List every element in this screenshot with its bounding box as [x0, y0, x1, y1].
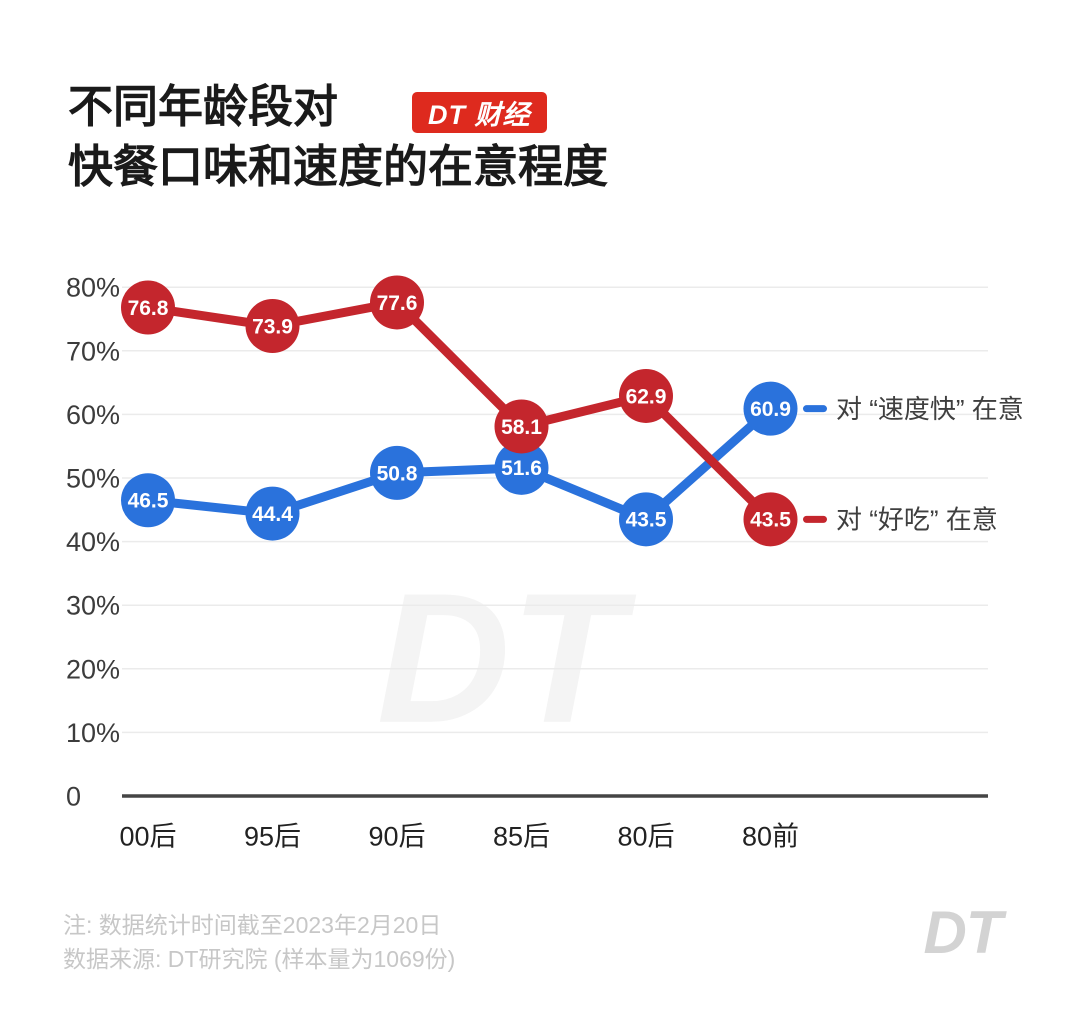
data-point-label: 76.8 — [128, 297, 169, 320]
dt-caijing-badge-label: DT 财经 — [428, 100, 531, 130]
data-point — [743, 381, 798, 436]
page-title-line1: 不同年龄段对 — [68, 81, 339, 132]
y-tick-label: 50% — [66, 463, 120, 493]
y-tick-label: 20% — [66, 654, 120, 684]
dt-caijing-badge: DT 财经 — [412, 92, 547, 133]
x-category-label: 95后 — [244, 821, 301, 851]
data-point-label: 51.6 — [501, 457, 542, 480]
x-category-label: 00后 — [119, 821, 176, 851]
x-category-label: 80后 — [617, 821, 674, 851]
data-point-label: 60.9 — [750, 398, 791, 421]
data-point-label: 44.4 — [252, 503, 293, 526]
data-point-label: 73.9 — [252, 315, 293, 338]
y-tick-label: 70% — [66, 336, 120, 366]
data-point-label: 50.8 — [377, 462, 418, 485]
data-point-label: 46.5 — [128, 490, 169, 513]
x-category-label: 90后 — [368, 821, 425, 851]
legend-label: 对 “速度快” 在意 — [836, 394, 1024, 424]
data-point-label: 62.9 — [626, 385, 667, 408]
y-tick-label: 30% — [66, 591, 120, 621]
footer-note: 注: 数据统计时间截至2023年2月20日 — [63, 912, 442, 938]
x-category-label: 80前 — [742, 821, 799, 851]
data-point-label: 58.1 — [501, 416, 542, 439]
data-point-label: 43.5 — [750, 509, 791, 532]
y-tick-label: 40% — [66, 527, 120, 557]
data-point — [494, 399, 549, 454]
legend-label: 对 “好吃” 在意 — [836, 504, 998, 534]
data-point — [743, 492, 798, 547]
footer-source: 数据来源: DT研究院 (样本量为1069份) — [63, 946, 456, 972]
data-point — [245, 298, 300, 353]
data-point — [494, 440, 549, 495]
data-point — [121, 280, 175, 335]
legend-dash — [803, 515, 827, 523]
data-point — [619, 368, 673, 423]
data-point — [619, 492, 673, 547]
data-point — [121, 473, 175, 528]
data-point-label: 77.6 — [377, 292, 418, 315]
watermark-dt: DT — [377, 556, 638, 762]
x-category-label: 85后 — [493, 821, 550, 851]
legend-dash — [803, 405, 827, 413]
page-title-line2: 快餐口味和速度的在意程度 — [68, 141, 609, 192]
data-point — [245, 486, 300, 541]
data-point-label: 43.5 — [626, 509, 667, 532]
data-point — [370, 275, 424, 330]
dt-logo: DT — [923, 899, 1003, 966]
data-point — [370, 445, 424, 500]
y-tick-label: 80% — [66, 273, 120, 303]
y-tick-label: 10% — [66, 718, 120, 748]
y-tick-label: 0 — [66, 781, 81, 811]
y-tick-label: 60% — [66, 400, 120, 430]
